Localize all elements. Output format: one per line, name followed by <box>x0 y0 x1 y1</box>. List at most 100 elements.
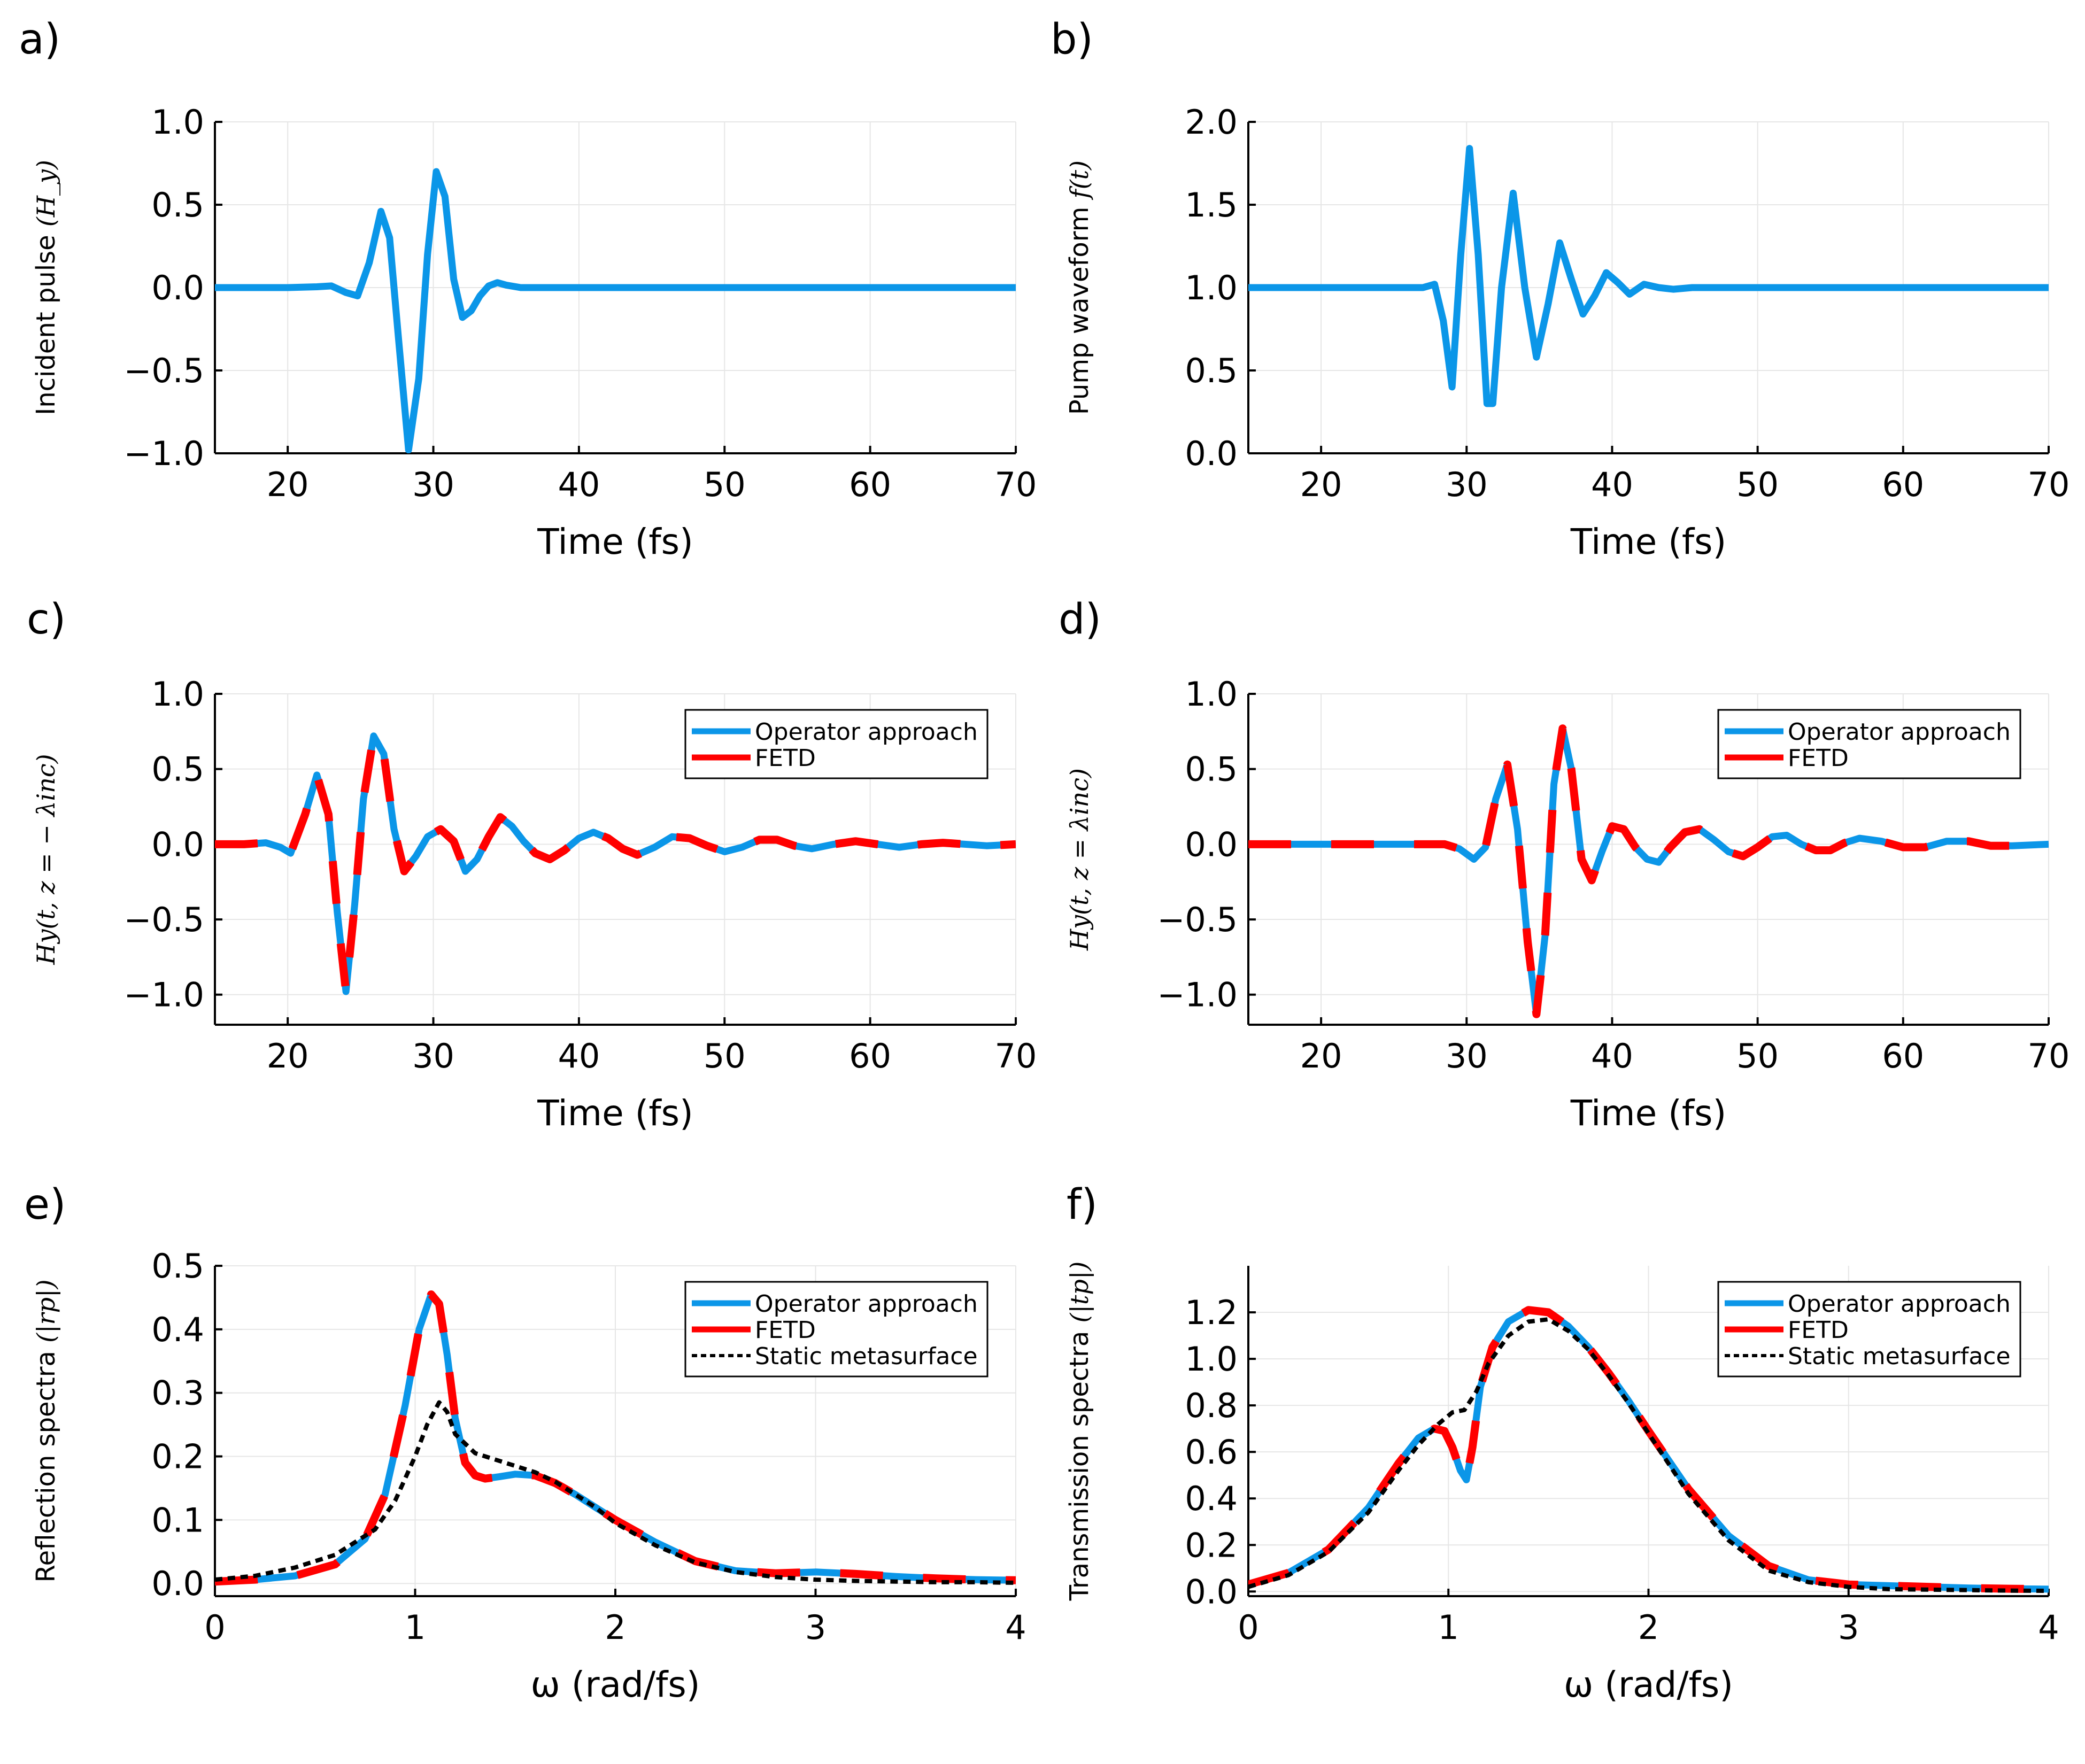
y-axis-label: Incident pulse (H_y) <box>31 160 61 415</box>
chart-panel-e: 0 1 2 3 4 0.0 0.1 0.2 0.3 0.4 0.5 ω (rad/fs) Reflect… <box>24 1181 1026 1705</box>
y-axis-label-math: (H_y) <box>32 160 60 227</box>
legend-label: FETD <box>1788 1317 1849 1344</box>
panel-label: c) <box>27 595 66 644</box>
x-axis-label: Time (fs) <box>1570 1093 1727 1134</box>
x-tick-label: 30 <box>412 465 454 504</box>
x-tick-label: 40 <box>558 1036 600 1076</box>
x-tick-label: 4 <box>2038 1608 2059 1647</box>
chart-panel-a: 20 30 40 50 60 70 −1.0 −0.5 0.0 0.5 1.0 Time (fs) In… <box>19 16 1037 562</box>
series-group <box>1248 145 2049 407</box>
y-axis-label-text: Pump waveform <box>1064 198 1094 415</box>
x-tick-label: 70 <box>995 465 1037 504</box>
y-tick-label: 1.0 <box>151 675 204 714</box>
y-tick-label: −0.5 <box>123 351 204 390</box>
x-tick-label: 30 <box>1446 465 1488 504</box>
x-tick-label: 70 <box>995 1036 1037 1076</box>
series-group <box>215 732 1016 996</box>
y-axis-label: Reflection spectra (|rp|) <box>31 1279 61 1582</box>
legend-label: FETD <box>755 1317 816 1344</box>
legend-label: Operator approach <box>1788 718 2011 746</box>
y-tick-label: 1.0 <box>1185 675 1238 714</box>
y-tick-label: 2.0 <box>1185 103 1238 142</box>
x-tick-label: 50 <box>1736 1036 1779 1076</box>
x-tick-label: 1 <box>1438 1608 1459 1647</box>
x-tick-label: 2 <box>1638 1608 1659 1647</box>
y-tick-label: 0.6 <box>1185 1433 1238 1472</box>
y-axis-label-math: (|rp|) <box>32 1279 60 1342</box>
legend-label: Static metasurface <box>1788 1343 2011 1370</box>
x-tick-label: 3 <box>805 1608 826 1647</box>
legend-box <box>684 709 989 779</box>
y-tick-label: 1.0 <box>1185 268 1238 307</box>
y-axis-label: Transmission spectra (|tp|) <box>1064 1262 1094 1601</box>
series-line-operator-approach <box>215 1291 1016 1585</box>
x-tick-label: 40 <box>558 465 600 504</box>
x-tick-label: 30 <box>1446 1036 1488 1076</box>
y-axis-label-text: Incident pulse <box>31 227 61 415</box>
y-tick-label: 0.5 <box>151 1247 204 1286</box>
x-tick-label: 30 <box>412 1036 454 1076</box>
series-line-static-metasurface <box>1248 1317 2049 1593</box>
series-line-fetd <box>1248 724 2049 1018</box>
x-tick-label: 20 <box>1300 1036 1342 1076</box>
x-tick-label: 3 <box>1838 1608 1859 1647</box>
x-tick-label: 0 <box>1238 1608 1258 1647</box>
legend-label: FETD <box>1788 745 1849 772</box>
series-line-pump-waveform <box>1248 145 2049 407</box>
x-tick-label: 60 <box>849 465 891 504</box>
x-axis-label: ω (rad/fs) <box>1564 1664 1733 1705</box>
y-tick-label: 0.5 <box>1185 351 1238 390</box>
y-tick-label: 0.5 <box>151 750 204 789</box>
chart-panel-c: 20 30 40 50 60 70 −1.0 −0.5 0.0 0.5 1.0 Time (fs) Hy… <box>27 595 1037 1134</box>
panel-label: f) <box>1067 1181 1098 1229</box>
y-tick-label: 0.5 <box>1185 750 1238 789</box>
legend-label: FETD <box>755 745 816 772</box>
series-line-static-metasurface <box>215 1400 1016 1585</box>
y-axis-label: Pump waveform f(t) <box>1064 160 1094 415</box>
y-tick-label: 0.3 <box>151 1374 204 1413</box>
x-axis-label: Time (fs) <box>1570 521 1727 562</box>
x-tick-label: 50 <box>704 465 746 504</box>
y-axis-label-text: Reflection spectra <box>31 1343 61 1583</box>
x-tick-label: 40 <box>1591 465 1633 504</box>
y-tick-label: 0.4 <box>151 1310 204 1349</box>
y-tick-label: −1.0 <box>123 434 204 473</box>
y-axis-label: Hy(t, z = λinc) <box>1065 768 1094 951</box>
x-tick-label: 70 <box>2028 1036 2070 1076</box>
y-tick-label: 0.2 <box>151 1437 204 1476</box>
y-tick-label: 0.0 <box>151 268 204 307</box>
x-tick-label: 50 <box>704 1036 746 1076</box>
y-tick-label: −1.0 <box>1157 976 1238 1015</box>
y-tick-label: −0.5 <box>123 900 204 939</box>
y-tick-label: 1.5 <box>1185 185 1238 225</box>
y-axis-label-math: f(t) <box>1065 160 1094 200</box>
y-tick-label: 0.0 <box>1185 1572 1238 1611</box>
chart-panel-f: 0 1 2 3 4 0.0 0.2 0.4 0.6 0.8 1.0 1.2 ω (rad/fs) Tran… <box>1064 1181 2059 1705</box>
series-group <box>1248 724 2049 1018</box>
legend-box <box>1717 709 2021 779</box>
series-line-fetd <box>215 732 1016 996</box>
x-tick-label: 0 <box>204 1608 225 1647</box>
series-line-incident-pulse <box>215 168 1016 453</box>
y-tick-label: 0.5 <box>151 185 204 225</box>
y-tick-label: 0.0 <box>1185 825 1238 864</box>
legend-label: Operator approach <box>755 1290 978 1318</box>
series-group <box>215 1290 1016 1586</box>
y-tick-label: 1.0 <box>151 103 204 142</box>
series-line-fetd <box>1248 1306 2049 1593</box>
legend-label: Static metasurface <box>755 1343 978 1370</box>
panel-label: a) <box>19 16 60 64</box>
x-tick-label: 20 <box>267 1036 309 1076</box>
x-axis-label: ω (rad/fs) <box>530 1664 700 1705</box>
y-tick-label: 1.0 <box>1185 1340 1238 1379</box>
y-tick-label: −0.5 <box>1157 900 1238 939</box>
chart-panel-d: 20 30 40 50 60 70 −1.0 −0.5 0.0 0.5 1.0 Time (fs) Hy… <box>1059 595 2069 1134</box>
x-tick-label: 20 <box>267 465 309 504</box>
x-tick-label: 2 <box>605 1608 626 1647</box>
y-tick-label: 0.0 <box>151 825 204 864</box>
x-axis-label: Time (fs) <box>537 521 693 562</box>
